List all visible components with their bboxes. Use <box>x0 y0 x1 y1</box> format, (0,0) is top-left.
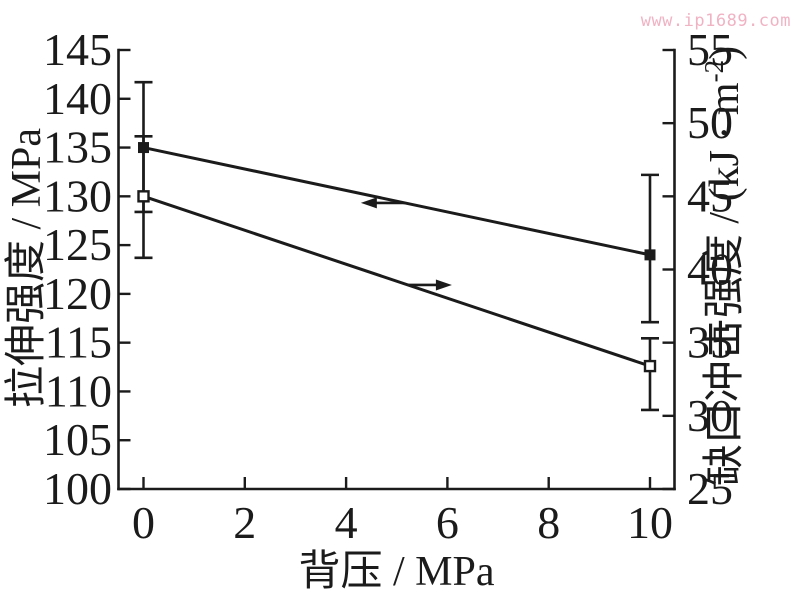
x-axis: 0 2 4 6 8 10 <box>132 477 673 548</box>
data-point-marker-open-square <box>643 359 657 373</box>
x-tick-label: 10 <box>627 497 673 548</box>
y-right-tick-label: 50 <box>687 97 733 148</box>
x-tick-label: 6 <box>436 497 459 548</box>
y-left-tick-label: 125 <box>43 219 112 270</box>
y-right-tick-label: 30 <box>687 390 733 441</box>
y-right-tick-label: 35 <box>687 317 733 368</box>
data-point-marker-open-square <box>137 190 150 203</box>
error-bar <box>641 173 659 324</box>
axis-arrow-left <box>360 197 405 209</box>
watermark: www.ip1689.com <box>640 11 791 31</box>
error-bar <box>641 336 659 412</box>
axis-arrow-right <box>407 279 452 291</box>
y-left-tick-label: 100 <box>43 463 112 514</box>
y-right-tick-label: 55 <box>687 24 733 75</box>
y-right-axis-title: 缺口冲击强度 / (kJ · m-2) <box>699 46 748 486</box>
plot-frame <box>117 48 676 491</box>
y-right-axis: 25 30 35 40 45 50 55 <box>662 24 733 514</box>
y-left-tick-label: 115 <box>45 317 112 368</box>
series-impact-strength <box>134 135 659 412</box>
y-left-tick-label: 120 <box>43 268 112 319</box>
y-left-axis-title: 拉伸强度 / MPa <box>3 128 50 408</box>
x-tick-label: 4 <box>335 497 358 548</box>
y-left-tick-label: 140 <box>43 73 112 124</box>
y-right-tick-label: 45 <box>687 170 733 221</box>
x-tick-label: 8 <box>537 497 560 548</box>
y-left-tick-label: 110 <box>45 365 112 416</box>
x-axis-title: 背压 / MPa <box>298 549 494 595</box>
y-left-tick-label: 105 <box>43 414 112 465</box>
y-left-tick-label: 145 <box>43 24 112 75</box>
y-left-tick-label: 135 <box>43 122 112 173</box>
data-point-marker-filled-square <box>644 249 656 261</box>
y-right-tick-label: 25 <box>687 463 733 514</box>
y-left-tick-label: 130 <box>43 170 112 221</box>
y-right-tick-label: 40 <box>687 244 733 295</box>
x-tick-label: 2 <box>233 497 256 548</box>
x-tick-label: 0 <box>132 497 155 548</box>
